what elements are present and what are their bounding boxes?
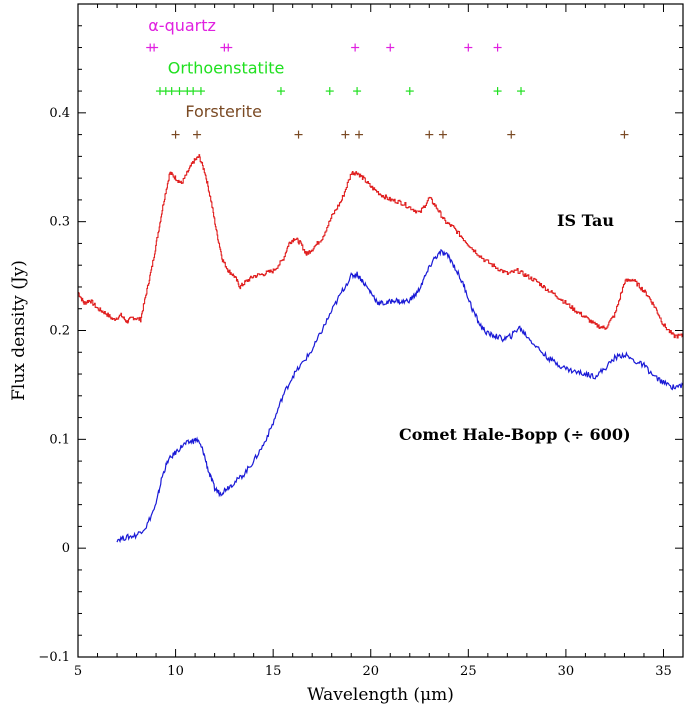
x-tick-label: 5 [74, 664, 82, 679]
mineral-label: Forsterite [185, 102, 262, 121]
y-axis-title: Flux density (Jy) [9, 260, 29, 401]
chart-labels: 5 10 15 20 25 30 35 −0.1 0 0.1 0.2 0.3 0.4 Wavelength… [9, 106, 672, 705]
mineral-feature-mark [175, 87, 184, 96]
mineral-feature-mark [355, 130, 364, 139]
y-tick-label: −0.1 [38, 650, 70, 665]
mineral-feature-mark [438, 130, 447, 139]
series-label-hale-bopp: Comet Hale-Bopp (÷ 600) [399, 425, 631, 444]
mineral-feature-mark [325, 87, 334, 96]
x-tick-label: 25 [460, 664, 477, 679]
series-lines [78, 154, 684, 544]
plot-frame [77, 3, 684, 658]
mineral-feature-mark [493, 87, 502, 96]
mineral-label: α-quartz [148, 16, 216, 35]
mineral-feature-mark [507, 130, 516, 139]
series-line-hale-bopp [116, 248, 684, 544]
mineral-feature-mark [425, 130, 434, 139]
axis-ticks [77, 3, 684, 658]
x-tick-label: 20 [362, 664, 379, 679]
mineral-feature-mark [493, 43, 502, 52]
mineral-label: Orthoenstatite [168, 59, 285, 78]
mineral-feature-mark [353, 87, 362, 96]
mineral-feature-mark [620, 130, 629, 139]
y-tick-label: 0.4 [49, 106, 70, 121]
y-tick-label: 0.2 [49, 324, 70, 339]
mineral-feature-mark [224, 43, 233, 52]
mineral-feature-mark [167, 87, 176, 96]
mineral-feature-marks: α-quartz Orthoenstatite Forsterite [146, 16, 629, 139]
mineral-feature-mark [193, 130, 202, 139]
mineral-feature-mark [189, 87, 198, 96]
x-axis-title: Wavelength (μm) [307, 685, 454, 705]
y-tick-label: 0.1 [49, 432, 70, 447]
mineral-feature-mark [150, 43, 159, 52]
x-tick-label: 30 [558, 664, 575, 679]
mineral-feature-mark [517, 87, 526, 96]
x-tick-label: 10 [167, 664, 184, 679]
x-tick-label: 35 [655, 664, 672, 679]
mineral-feature-mark [171, 130, 180, 139]
mineral-feature-mark [351, 43, 360, 52]
y-tick-label: 0.3 [49, 215, 70, 230]
mineral-feature-mark [196, 87, 205, 96]
series-label-is-tau: IS Tau [557, 211, 614, 230]
y-tick-label: 0 [62, 541, 70, 556]
mineral-feature-mark [276, 87, 285, 96]
x-tick-label: 15 [265, 664, 282, 679]
mineral-feature-mark [405, 87, 414, 96]
mineral-feature-mark [341, 130, 350, 139]
mineral-feature-mark [386, 43, 395, 52]
series-line-is-tau [78, 154, 684, 339]
mineral-feature-mark [464, 43, 473, 52]
mineral-feature-mark [294, 130, 303, 139]
